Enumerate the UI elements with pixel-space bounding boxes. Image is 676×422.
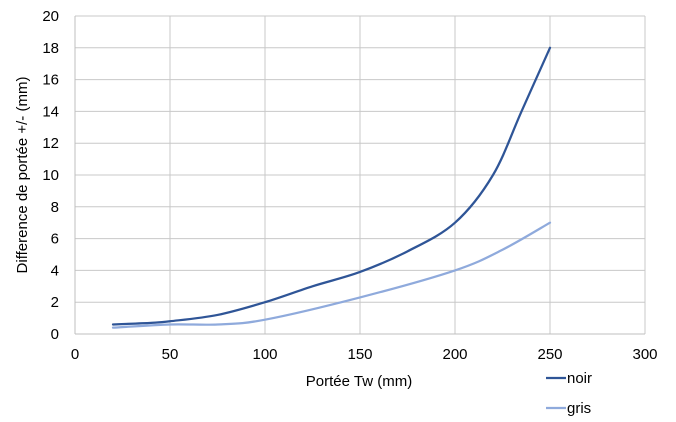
- legend: noir gris: [546, 370, 592, 417]
- y-tick-label-4: 8: [51, 199, 59, 216]
- y-tick-label-7: 14: [42, 103, 59, 120]
- series-line-gris: [111, 221, 552, 329]
- y-tick-label-0: 0: [51, 326, 59, 343]
- x-tick-label-1: 50: [162, 346, 179, 363]
- y-tick-label-8: 16: [42, 72, 59, 89]
- legend-label-noir: noir: [567, 370, 592, 387]
- legend-label-gris: gris: [567, 400, 591, 417]
- y-tick-label-9: 18: [42, 40, 59, 57]
- y-tick-label-6: 12: [42, 135, 59, 152]
- y-tick-label-10: 20: [42, 8, 59, 25]
- x-axis-label: Portée Tw (mm): [306, 373, 412, 390]
- x-tick-label-5: 250: [537, 346, 562, 363]
- x-tick-label-2: 100: [252, 346, 277, 363]
- y-axis-label: Difference de portée +/- (mm): [14, 77, 31, 274]
- y-tick-label-2: 4: [51, 262, 59, 279]
- y-tick-label-5: 10: [42, 167, 59, 184]
- tick-labels: 0 50 100 150 200 250 300 0 2 4 6 8 10 12 14 16 18 20: [42, 8, 657, 363]
- series-line-noir: [111, 46, 552, 326]
- x-tick-label-4: 200: [442, 346, 467, 363]
- axes: [74, 16, 645, 335]
- y-tick-label-3: 6: [51, 231, 59, 248]
- x-tick-label-0: 0: [71, 346, 79, 363]
- grid-lines: [75, 15, 646, 334]
- x-tick-label-6: 300: [632, 346, 657, 363]
- y-tick-label-1: 2: [51, 294, 59, 311]
- series-lines: [111, 46, 552, 329]
- x-tick-label-3: 150: [347, 346, 372, 363]
